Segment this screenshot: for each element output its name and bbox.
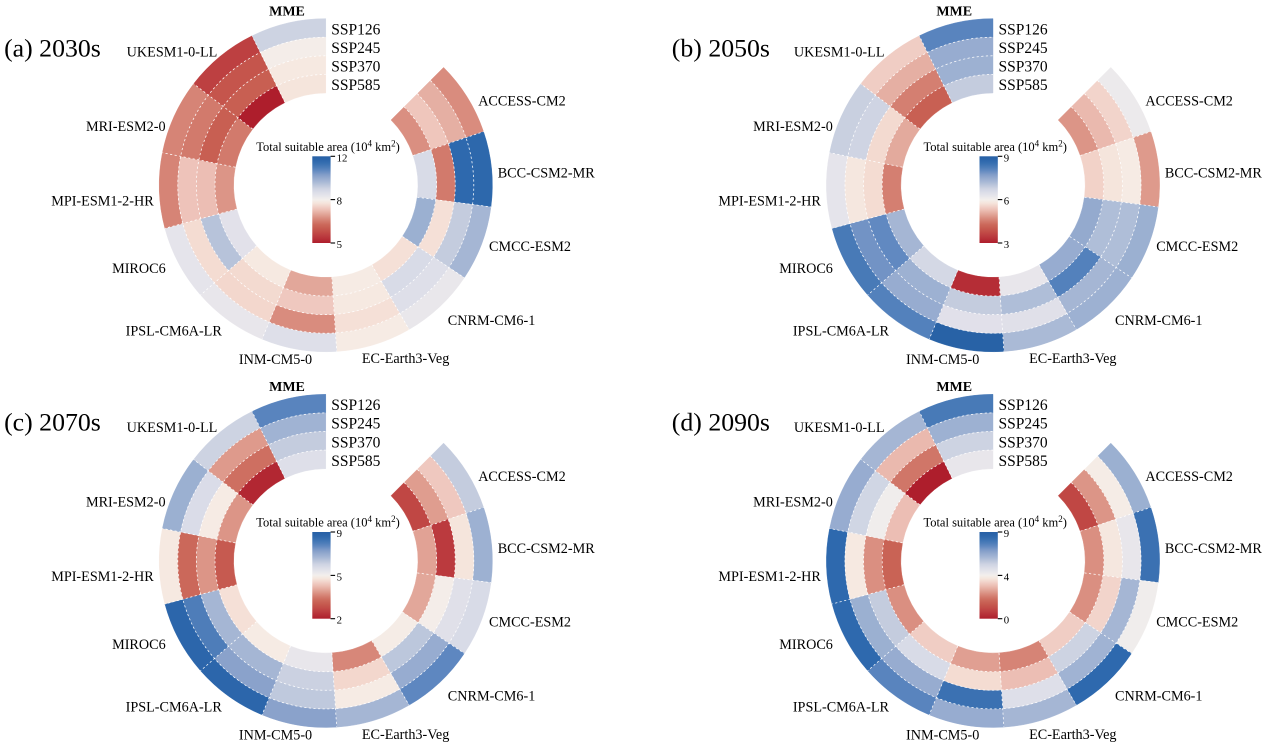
svg-text:SSP585: SSP585 [999,453,1048,470]
svg-text:SSP370: SSP370 [999,434,1048,451]
svg-text:SSP585: SSP585 [999,77,1048,94]
svg-text:BCC-CSM2-MR: BCC-CSM2-MR [498,165,596,181]
svg-text:(c) 2070s: (c) 2070s [4,407,101,436]
svg-text:CNRM-CM6-1: CNRM-CM6-1 [448,689,536,705]
svg-text:MME: MME [936,4,972,19]
svg-text:INM-CM5-0: INM-CM5-0 [239,352,312,368]
svg-text:MME: MME [269,380,305,395]
svg-text:SSP245: SSP245 [999,416,1048,433]
svg-text:MME: MME [936,380,972,395]
svg-text:BCC-CSM2-MR: BCC-CSM2-MR [498,541,596,557]
svg-text:SSP370: SSP370 [999,59,1048,76]
svg-text:SSP126: SSP126 [331,21,380,38]
svg-text:EC-Earth3-Veg: EC-Earth3-Veg [362,351,449,367]
svg-text:BCC-CSM2-MR: BCC-CSM2-MR [1165,165,1263,181]
svg-text:Total suitable area (104 km2): Total suitable area (104 km2) [923,138,1067,154]
svg-text:CNRM-CM6-1: CNRM-CM6-1 [1115,313,1203,329]
svg-text:ACCESS-CM2: ACCESS-CM2 [478,93,566,109]
svg-text:UKESM1-0-LL: UKESM1-0-LL [794,44,885,60]
svg-text:SSP585: SSP585 [331,453,380,470]
svg-text:SSP370: SSP370 [331,434,380,451]
svg-text:3: 3 [1004,239,1009,251]
svg-text:CNRM-CM6-1: CNRM-CM6-1 [1115,689,1203,705]
svg-text:INM-CM5-0: INM-CM5-0 [239,728,312,744]
svg-text:IPSL-CM6A-LR: IPSL-CM6A-LR [793,699,890,715]
svg-text:9: 9 [337,528,342,540]
svg-text:MPI-ESM1-2-HR: MPI-ESM1-2-HR [718,569,821,585]
svg-text:9: 9 [1004,528,1009,540]
svg-text:INM-CM5-0: INM-CM5-0 [906,352,979,368]
svg-text:Total suitable area (104 km2): Total suitable area (104 km2) [256,514,400,530]
svg-text:SSP126: SSP126 [999,21,1048,38]
svg-text:MRI-ESM2-0: MRI-ESM2-0 [753,119,833,135]
svg-text:(d) 2090s: (d) 2090s [672,407,770,436]
svg-text:SSP370: SSP370 [331,59,380,76]
svg-text:INM-CM5-0: INM-CM5-0 [906,728,979,744]
svg-text:UKESM1-0-LL: UKESM1-0-LL [794,420,885,436]
svg-text:SSP245: SSP245 [331,416,380,433]
svg-text:CMCC-ESM2: CMCC-ESM2 [1156,615,1238,631]
svg-text:MIROC6: MIROC6 [779,261,833,277]
svg-text:12: 12 [337,152,348,164]
svg-text:ACCESS-CM2: ACCESS-CM2 [1145,469,1233,485]
svg-text:ACCESS-CM2: ACCESS-CM2 [478,469,566,485]
svg-text:SSP245: SSP245 [999,40,1048,57]
svg-text:Total suitable area (104 km2): Total suitable area (104 km2) [923,514,1067,530]
svg-text:EC-Earth3-Veg: EC-Earth3-Veg [1029,727,1116,743]
svg-text:(b) 2050s: (b) 2050s [672,34,770,63]
svg-text:MPI-ESM1-2-HR: MPI-ESM1-2-HR [51,569,154,585]
svg-text:(a) 2030s: (a) 2030s [4,34,101,63]
svg-text:EC-Earth3-Veg: EC-Earth3-Veg [1029,351,1116,367]
svg-text:8: 8 [337,196,342,208]
svg-text:Total suitable area (104 km2): Total suitable area (104 km2) [256,138,400,154]
svg-text:MME: MME [269,4,305,19]
svg-text:6: 6 [1004,196,1010,208]
svg-text:IPSL-CM6A-LR: IPSL-CM6A-LR [126,699,223,715]
svg-text:MRI-ESM2-0: MRI-ESM2-0 [86,119,166,135]
svg-text:MPI-ESM1-2-HR: MPI-ESM1-2-HR [51,193,154,209]
svg-text:SSP126: SSP126 [331,397,380,414]
svg-text:CMCC-ESM2: CMCC-ESM2 [489,615,571,631]
svg-text:CMCC-ESM2: CMCC-ESM2 [489,239,571,255]
svg-text:4: 4 [1004,571,1010,583]
svg-text:IPSL-CM6A-LR: IPSL-CM6A-LR [126,324,223,340]
svg-text:CMCC-ESM2: CMCC-ESM2 [1156,239,1238,255]
svg-text:UKESM1-0-LL: UKESM1-0-LL [127,420,218,436]
svg-text:0: 0 [1004,615,1009,627]
svg-text:5: 5 [337,571,342,583]
svg-text:IPSL-CM6A-LR: IPSL-CM6A-LR [793,324,890,340]
svg-text:CNRM-CM6-1: CNRM-CM6-1 [448,313,536,329]
svg-text:9: 9 [1004,152,1009,164]
svg-text:ACCESS-CM2: ACCESS-CM2 [1145,93,1233,109]
svg-text:SSP585: SSP585 [331,77,380,94]
svg-text:5: 5 [337,239,342,251]
svg-text:MIROC6: MIROC6 [112,637,166,653]
svg-text:SSP126: SSP126 [999,397,1048,414]
svg-text:EC-Earth3-Veg: EC-Earth3-Veg [362,727,449,743]
svg-text:MRI-ESM2-0: MRI-ESM2-0 [86,495,166,511]
svg-text:BCC-CSM2-MR: BCC-CSM2-MR [1165,541,1263,557]
svg-text:MPI-ESM1-2-HR: MPI-ESM1-2-HR [718,193,821,209]
svg-text:MIROC6: MIROC6 [779,637,833,653]
svg-text:SSP245: SSP245 [331,40,380,57]
svg-text:MIROC6: MIROC6 [112,261,166,277]
svg-text:UKESM1-0-LL: UKESM1-0-LL [127,44,218,60]
svg-text:MRI-ESM2-0: MRI-ESM2-0 [753,495,833,511]
svg-text:2: 2 [337,615,342,627]
